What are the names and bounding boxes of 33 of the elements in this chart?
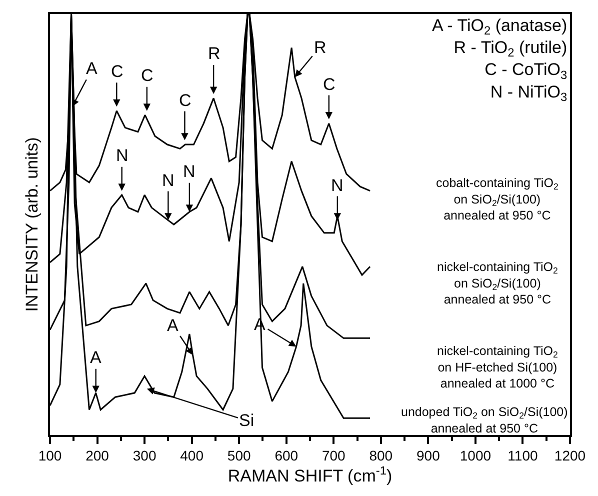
annotation: A [86, 59, 98, 78]
annotation: N [116, 146, 128, 165]
x-tick-label: 1000 [460, 448, 492, 464]
x-tick-label: 700 [322, 448, 346, 464]
x-tick-label: 500 [227, 448, 251, 464]
annotation: C [179, 91, 192, 110]
annotation: C [141, 66, 154, 85]
x-tick-label: 1200 [554, 448, 586, 464]
annotation: A [90, 348, 102, 367]
x-axis-title: RAMAN SHIFT (cm$^{-1}$) [228, 464, 392, 486]
annotation: undoped TiO$_{2}$ on SiO$_{2}$/Si(100) annealed at 950 °C [401, 405, 568, 436]
text: nickel-containing TiO$_{2}$ on SiO$_{2}$/Si(100) annealed at 950 °C [437, 260, 558, 306]
x-tick-label: 1100 [508, 448, 538, 464]
annotation: R [208, 44, 220, 63]
x-tick-label: 400 [180, 448, 204, 464]
x-tick-label: 900 [416, 448, 440, 464]
x-tick-label: 600 [274, 448, 298, 464]
x-tick-label: 100 [38, 448, 62, 464]
annotation: R [314, 38, 326, 57]
annotation: Si [239, 411, 254, 430]
text: cobalt-containing TiO$_{2}$ on SiO$_{2}$/Si(100) annealed at 950 °C [436, 176, 558, 222]
annotation: C [111, 62, 124, 81]
annotation: nickel-containing TiO$_{2}$ on HF-etched Si(100) annealed at 1000 °C [437, 344, 558, 390]
x-tick-label: 300 [132, 448, 156, 464]
x-tick-label: 800 [369, 448, 393, 464]
y-axis-title: INTENSITY (arb. units) [22, 137, 42, 312]
annotation: N [162, 171, 174, 190]
annotation: C [323, 75, 336, 94]
text: A - TiO$_{2}$ (anatase) R - TiO$_{2}$ (rutile) C - CoTiO$_{3}$ N - NiTiO$_{3}$ [432, 16, 568, 104]
annotation: A [167, 316, 179, 335]
annotation: N [183, 162, 196, 181]
annotation: N [331, 176, 344, 195]
x-tick-label: 200 [86, 448, 110, 464]
